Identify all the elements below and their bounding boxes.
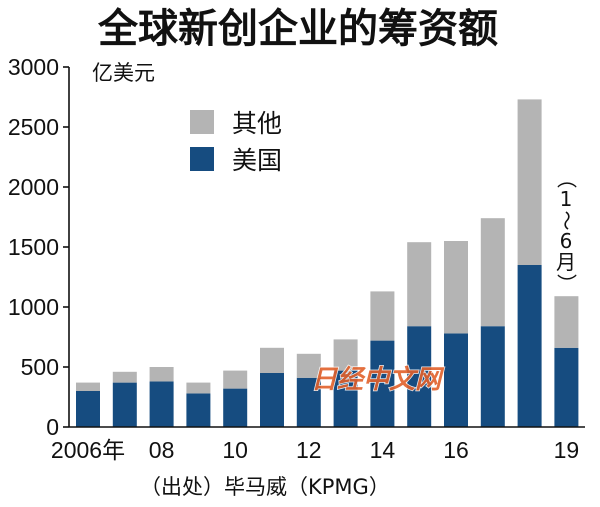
bar-segment-s1-2008: [149, 367, 174, 382]
bar-segment-s1-2019: [554, 296, 579, 348]
chart-title: 全球新创企业的筹资额: [97, 6, 498, 52]
source-note: （出处）毕马威（KPMG）: [140, 475, 390, 499]
x-tick-label: 14: [370, 437, 396, 463]
legend-swatch-us: [190, 147, 214, 171]
bar-segment-s0-2016: [444, 333, 468, 427]
annotation-char: 6: [559, 229, 573, 253]
bar-segment-s1-2016: [444, 241, 468, 334]
legend-label-us: 美国: [232, 146, 282, 175]
bar-segment-s0-2011: [260, 373, 284, 427]
bar-segment-s1-2010: [223, 370, 248, 389]
bar-segment-s1-2009: [186, 382, 211, 394]
bar-segment-s0-2010: [223, 388, 248, 427]
bar-segment-s0-2012: [296, 377, 321, 427]
x-tick-label: 08: [149, 437, 175, 463]
bar-segment-s1-2018: [517, 99, 542, 266]
x-tick-label: 10: [222, 437, 248, 463]
bar-segment-s0-2007: [112, 382, 137, 427]
bar-segment-s0-2017: [480, 326, 505, 427]
bar-segment-s1-2015: [407, 242, 432, 327]
x-tick-label: 19: [554, 437, 580, 463]
y-axis-ticks: 0 500 1000 1500 2000 2500 3000: [8, 54, 69, 440]
bar-segment-s0-2014: [370, 340, 395, 427]
bar-segment-s0-2018: [517, 265, 542, 427]
y-tick-label: 2500: [8, 114, 59, 140]
bar-segment-s1-2006: [76, 382, 100, 391]
bar-segment-s1-2017: [480, 218, 505, 327]
annotation-char: （: [554, 168, 579, 189]
bar-segment-s0-2006: [76, 391, 100, 427]
y-axis-unit-label: 亿美元: [92, 61, 155, 85]
bar-segment-s1-2013: [333, 339, 358, 371]
legend-swatch-other: [190, 110, 214, 134]
legend: 其他 美国: [190, 109, 282, 175]
period-annotation: （1 ～ 6 月）: [553, 168, 579, 294]
x-axis-tick-labels: 2006年 08 10 12 14 16 19: [51, 437, 579, 463]
bar-segment-s0-2015: [407, 326, 432, 427]
bar-segment-s1-2007: [112, 371, 137, 383]
y-tick-label: 3000: [8, 54, 59, 80]
x-tick-label: 2006年: [51, 437, 125, 463]
bar-segment-s0-2013: [333, 370, 358, 427]
annotation-char: ～: [554, 210, 579, 231]
annotation-char: 月: [556, 250, 576, 274]
x-tick-label: 12: [296, 437, 322, 463]
annotation-char: 1: [559, 187, 573, 211]
y-tick-label: 1000: [8, 294, 59, 320]
x-tick-label: 16: [443, 437, 469, 463]
watermark: 日经中文网: [311, 365, 445, 395]
annotation-char: ）: [554, 273, 579, 294]
bar-segment-s1-2012: [296, 353, 321, 378]
bar-segment-s0-2009: [186, 393, 211, 427]
legend-label-other: 其他: [232, 109, 282, 138]
bar-segment-s1-2011: [260, 347, 284, 373]
bar-segment-s0-2019: [554, 347, 579, 427]
y-tick-label: 1500: [8, 234, 59, 260]
y-tick-label: 500: [21, 354, 59, 380]
bar-segment-s1-2014: [370, 291, 395, 341]
stacked-bars: [76, 99, 579, 427]
y-tick-label: 0: [46, 414, 59, 440]
y-tick-label: 2000: [8, 174, 59, 200]
bar-segment-s0-2008: [149, 381, 174, 427]
